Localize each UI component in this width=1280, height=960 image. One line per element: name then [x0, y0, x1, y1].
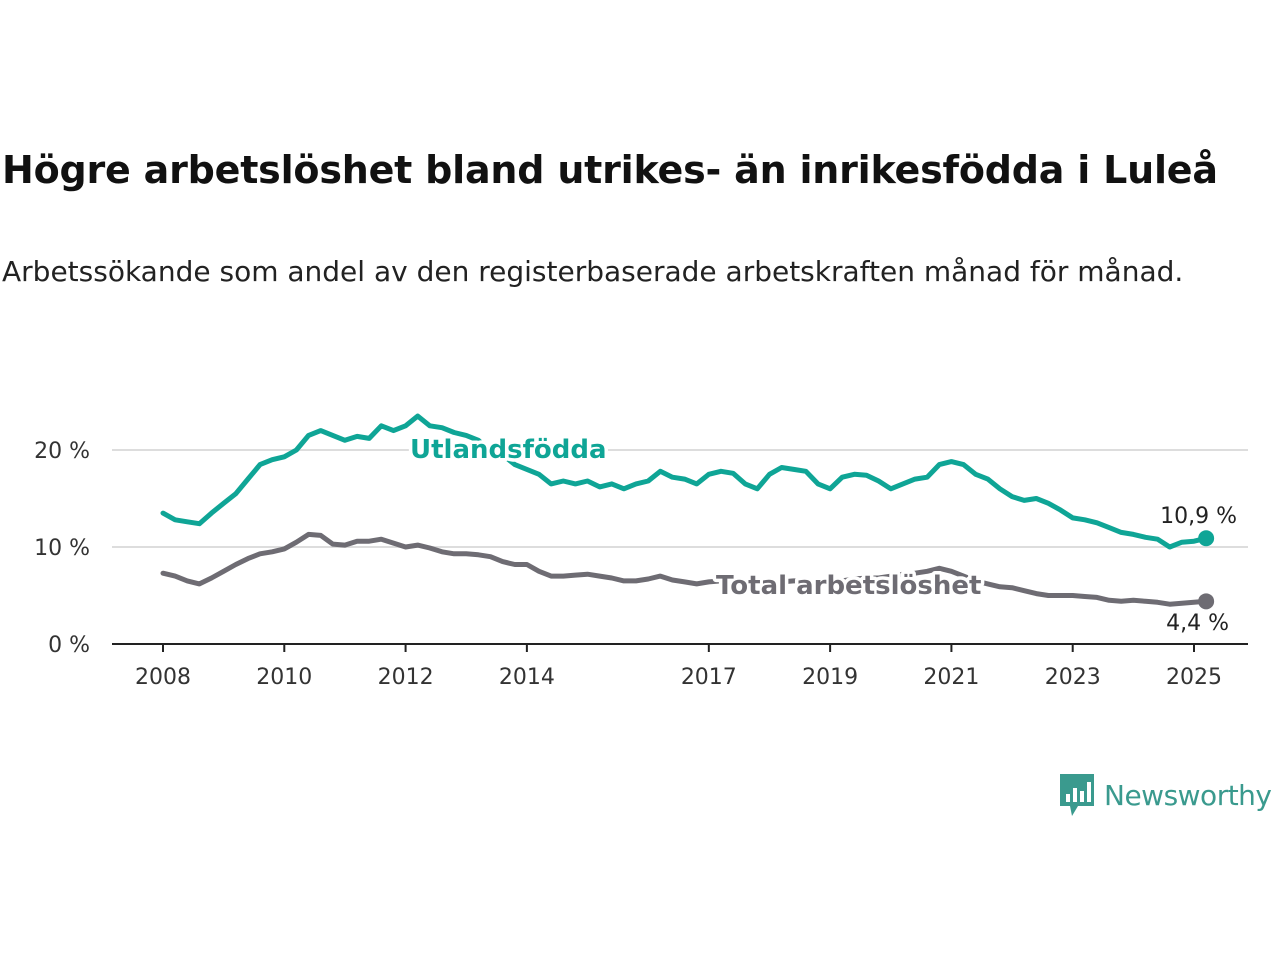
x-tick-label: 2025: [1166, 665, 1222, 690]
y-tick-label: 10 %: [34, 536, 90, 561]
series-line-utlandsfodda: [160, 413, 1209, 550]
end-point-marker: [1198, 593, 1215, 610]
series-line-total: [160, 531, 1209, 607]
series-lines: [160, 413, 1215, 610]
x-tick-label: 2019: [802, 665, 858, 690]
x-tick-label: 2021: [923, 665, 979, 690]
brand-name: Newsworthy: [1104, 778, 1272, 812]
y-tick-label: 20 %: [34, 439, 90, 464]
end-value-label-total: 4,4 %: [1166, 611, 1229, 636]
x-tick-label: 2014: [499, 665, 555, 690]
gridlines: [112, 449, 1248, 548]
annotations: Utlandsfödda Total arbetslöshet 10,9 % 4,4 …: [407, 432, 1238, 637]
newsworthy-logo: Newsworthy: [1058, 772, 1272, 818]
y-tick-label: 0 %: [48, 633, 90, 658]
x-tick-label: 2008: [135, 665, 191, 690]
chart-title: Högre arbetslöshet bland utrikes- än inr…: [2, 148, 1218, 192]
chart-subtitle: Arbetssökande som andel av den registerb…: [2, 255, 1184, 288]
x-tick-label: 2023: [1045, 665, 1101, 690]
series-label-total: Total arbetslöshet: [716, 571, 981, 601]
end-value-label-utlandsfodda: 10,9 %: [1160, 504, 1237, 529]
x-tick-label: 2010: [256, 665, 312, 690]
line-chart: 0 % 10 % 20 % 2008 2010 2012 2014 2017 2019 2021 2…: [34, 413, 1248, 690]
bar-chart-speech-bubble-icon: [1060, 774, 1094, 816]
series-label-utlandsfodda: Utlandsfödda: [410, 435, 607, 465]
x-tick-label: 2017: [681, 665, 737, 690]
axes: 0 % 10 % 20 % 2008 2010 2012 2014 2017 2019 2021 2…: [34, 439, 1248, 690]
x-tick-label: 2012: [378, 665, 434, 690]
end-point-marker: [1198, 530, 1215, 547]
